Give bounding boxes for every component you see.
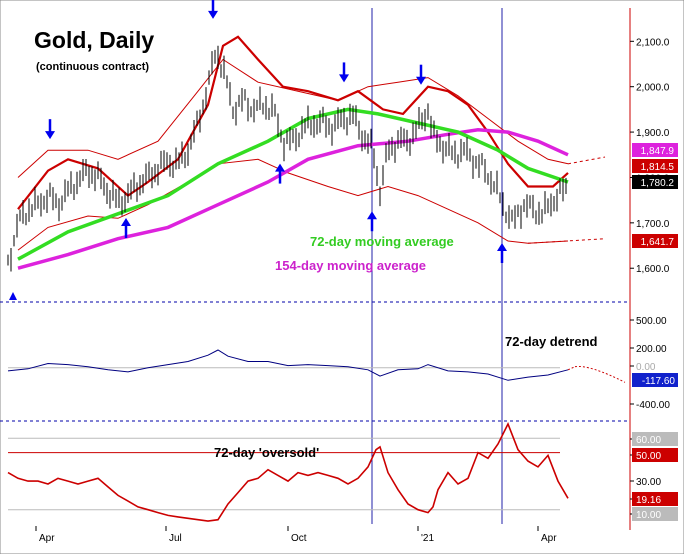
- x-tick-label: Apr: [541, 533, 557, 544]
- price-y-tick-label: 1,700.0: [636, 219, 670, 230]
- detrend-projection-curve: [574, 365, 626, 383]
- ma72-line: [17, 107, 569, 261]
- price-value-badge-text: 1,847.9: [641, 146, 675, 157]
- price-y-tick-label: 1,600.0: [636, 264, 670, 275]
- ma154-label: 154-day moving average: [275, 258, 426, 273]
- x-tick-label: Jul: [169, 533, 182, 544]
- osc-value-badge: [632, 448, 678, 462]
- detrend-value-badge: [632, 373, 678, 387]
- detrend-y-tick-label: 200.00: [636, 344, 667, 355]
- price-value-badge-text: 1,641.7: [641, 237, 675, 248]
- x-tick-label: '21: [421, 533, 434, 544]
- price-value-badge: [632, 175, 678, 189]
- osc-value-badge: [632, 507, 678, 521]
- ma72-label: 72-day moving average: [310, 234, 454, 249]
- arrow-down-4: [416, 76, 426, 85]
- price-y-tick-label: 2,000.0: [636, 83, 670, 94]
- x-tick-label: Oct: [291, 533, 307, 544]
- oversold-label: 72-day 'oversold': [214, 445, 319, 460]
- band-lower-projection: [527, 238, 606, 244]
- osc-y-tick-label: 10.00: [636, 510, 661, 521]
- detrend-y-tick-label: 500.00: [636, 316, 667, 327]
- band-upper-line: [17, 58, 569, 178]
- osc-y-tick-label: 30.00: [636, 477, 661, 488]
- detrend-projection: [567, 366, 576, 371]
- arrow-down-3: [339, 74, 349, 83]
- osc-value-badge: [632, 492, 678, 506]
- price-y-tick-label: 2,100.0: [636, 37, 670, 48]
- price-value-badge: [632, 159, 678, 173]
- arrow-down-2: [208, 10, 218, 19]
- chart-title: Gold, Daily: [34, 27, 154, 53]
- price-y-tick-label: 1,900.0: [636, 128, 670, 139]
- oscillator-line: [7, 422, 569, 522]
- chart-subtitle: (continuous contract): [36, 61, 149, 73]
- price-value-badge-text: 1,780.2: [641, 178, 675, 189]
- price-value-badge: [632, 143, 678, 157]
- x-tick-label: Apr: [39, 533, 55, 544]
- arrow-down-1: [45, 131, 55, 140]
- price-value-badge: [632, 234, 678, 248]
- detrend-line: [7, 349, 569, 381]
- osc-y-tick-label: 19.16: [636, 495, 661, 506]
- price-value-badge-text: 1,814.5: [641, 162, 675, 173]
- detrend-label: 72-day detrend: [505, 334, 598, 349]
- osc-value-badge: [632, 432, 678, 446]
- arrow-up-3: [367, 211, 377, 220]
- arrow-up-4: [497, 243, 507, 251]
- arrow-up-start: [9, 292, 17, 300]
- detrend-y-tick-label: -400.00: [636, 400, 670, 411]
- band-upper-projection: [567, 156, 606, 165]
- detrend-value-badge-text: -117.60: [642, 376, 676, 387]
- osc-y-tick-label: 60.00: [636, 435, 661, 446]
- arrow-up-2: [275, 163, 285, 172]
- detrend-y-tick-label: 0.00: [636, 362, 656, 373]
- osc-y-tick-label: 50.00: [636, 451, 661, 462]
- band-lower-line: [17, 158, 569, 251]
- arrow-up-1: [121, 218, 131, 227]
